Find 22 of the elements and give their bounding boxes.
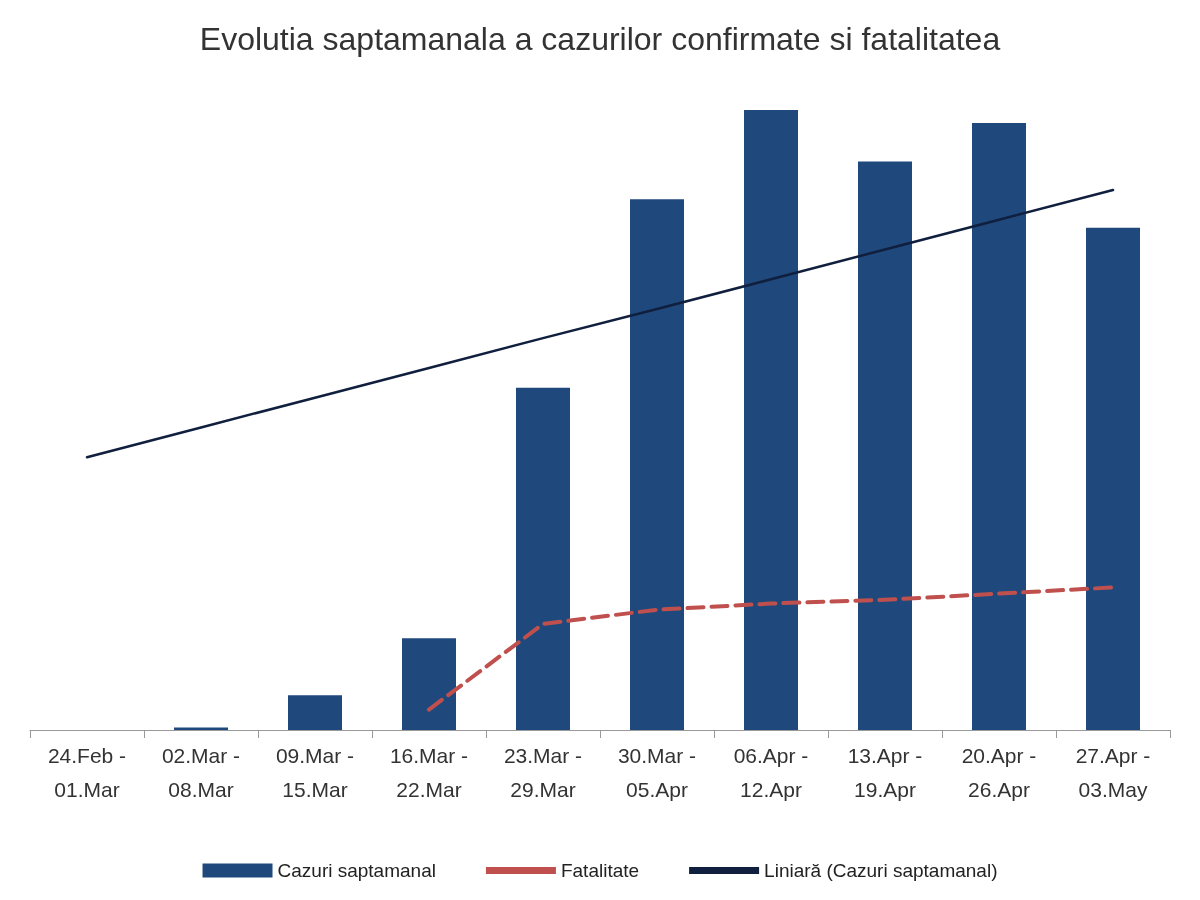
bar <box>744 110 798 730</box>
bar <box>858 161 912 730</box>
x-tick-label: 27.Apr - 03.May <box>1075 743 1151 801</box>
legend-label: Fatalitate <box>560 860 640 881</box>
x-tick-label: 23.Mar - 29.Mar <box>503 743 583 801</box>
x-tick-label: 30.Mar - 05.Apr <box>617 743 697 801</box>
x-tick-label: 16.Mar - 22.Mar <box>389 743 469 801</box>
bar <box>288 695 342 730</box>
x-tick-label: 02.Mar - 08.Mar <box>161 743 241 801</box>
x-tick-label: 13.Apr - 19.Apr <box>847 743 923 801</box>
bar <box>630 199 684 730</box>
legend-label: Cazuri saptamanal <box>277 860 436 881</box>
x-tick-label: 06.Apr - 12.Apr <box>733 743 809 801</box>
bar <box>402 638 456 730</box>
bar <box>972 123 1026 730</box>
legend-label: Liniară (Cazuri saptamanal) <box>764 860 998 881</box>
bar <box>516 387 570 730</box>
x-tick-label: 20.Apr - 26.Apr <box>961 743 1037 801</box>
x-tick-label: 24.Feb - 01.Mar <box>47 743 127 801</box>
bar <box>1086 227 1140 730</box>
chart-title: Evolutia saptamanala a cazurilor confirmate si fatalitatea <box>199 21 1001 57</box>
x-tick-label: 09.Mar - 15.Mar <box>275 743 355 801</box>
